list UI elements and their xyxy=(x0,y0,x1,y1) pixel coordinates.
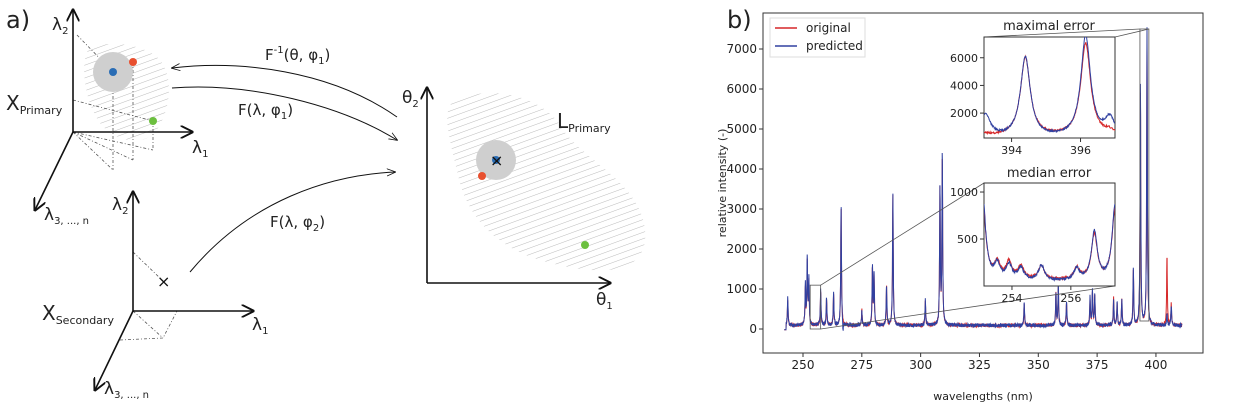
lambda3n-axis xyxy=(95,310,134,390)
plot-frame xyxy=(983,36,1116,139)
forward-mapping-label-primary: F(λ, φ1) xyxy=(238,101,293,122)
legend: original predicted xyxy=(769,17,866,58)
y-tick-label: 6000 xyxy=(950,52,978,65)
y-tick-label: 1000 xyxy=(726,282,757,296)
forward-mapping-arrow-secondary xyxy=(189,172,395,273)
panel-a: a) λ2 λ1 λ3, ..., n XPrimary × xyxy=(6,6,646,401)
x-tick-label: 254 xyxy=(1001,292,1022,305)
x-tick-label: 350 xyxy=(1027,358,1050,372)
y-tick-label: 5000 xyxy=(726,122,757,136)
secondary-point-marker: × xyxy=(157,272,170,291)
zoom-connector xyxy=(983,28,1140,38)
panel-b: b) 250 275 300 325 350 375 4000100020003000400… xyxy=(716,6,1204,403)
y-tick-label: 4000 xyxy=(726,162,757,176)
axis-label: λ2 xyxy=(52,15,68,37)
y-tick-label: 500 xyxy=(957,233,978,246)
series-line-predicted xyxy=(784,27,1183,331)
axis-label: θ2 xyxy=(402,88,419,110)
y-axis-label: relative intensity (-) xyxy=(716,129,729,238)
space-name: LPrimary xyxy=(557,109,611,135)
space-name: XSecondary xyxy=(42,301,114,327)
axis-label: λ1 xyxy=(252,315,268,337)
x-tick-label: 400 xyxy=(1144,358,1167,372)
axis-label: λ3, ..., n xyxy=(104,379,149,401)
axis-label: λ1 xyxy=(192,138,208,160)
x-tick-label: 300 xyxy=(909,358,932,372)
y-tick-label: 4000 xyxy=(950,79,978,92)
green-point xyxy=(149,117,157,125)
axis-label: λ3, ..., n xyxy=(44,205,89,227)
y-tick-label: 2000 xyxy=(950,107,978,120)
forward-mapping-arrow-primary xyxy=(171,86,397,140)
mapping-arrows: F-1(θ, φ1) F(λ, φ1) F(λ, φ2) xyxy=(171,45,398,273)
y-tick-label: 6000 xyxy=(726,82,757,96)
y-tick-label: 3000 xyxy=(726,202,757,216)
blue-point xyxy=(109,68,117,76)
plot-frame xyxy=(762,12,1204,354)
x-tick-label: 256 xyxy=(1060,292,1081,305)
latent-space: × θ2 θ1 LPrimary xyxy=(402,88,646,312)
legend-label-original: original xyxy=(806,21,851,35)
x-tick-label: 396 xyxy=(1070,144,1091,157)
y-tick-label: 7000 xyxy=(726,42,757,56)
y-tick-label: 1000 xyxy=(950,186,978,199)
forward-mapping-label-secondary: F(λ, φ2) xyxy=(270,213,325,234)
x-tick-label: 275 xyxy=(850,358,873,372)
inverse-mapping-label: F-1(θ, φ1) xyxy=(265,45,330,67)
x-axis-label: wavelengths (nm) xyxy=(933,390,1033,403)
series-line-predicted xyxy=(984,37,1115,133)
zoom-connector xyxy=(820,285,1116,330)
red-point xyxy=(478,172,486,180)
panel-b-label: b) xyxy=(727,6,752,34)
y-tick-label: 0 xyxy=(749,322,757,336)
blue-point xyxy=(492,156,500,164)
inset-maximal-error: 394 396 2000 4000 6000 xyxy=(950,36,1116,157)
secondary-projection-marker: × xyxy=(490,151,503,170)
green-point xyxy=(581,241,589,249)
zoom-region-maximal xyxy=(1139,28,1150,322)
space-name: XPrimary xyxy=(6,91,63,117)
zoom-connector xyxy=(820,182,985,286)
legend-label-predicted: predicted xyxy=(806,39,863,53)
series-line-predicted xyxy=(984,203,1115,283)
x-tick-label: 375 xyxy=(1086,358,1109,372)
latent-region xyxy=(447,93,646,271)
x-tick-label: 325 xyxy=(968,358,991,372)
axis-label: θ1 xyxy=(596,290,613,312)
inset-title-median: median error xyxy=(1007,166,1092,181)
lambda3n-axis xyxy=(35,131,74,210)
inset-median-error: 254 256 500 1000 xyxy=(950,182,1116,305)
spectrum-plot: 250 275 300 325 350 375 4000100020003000400050… xyxy=(726,12,1204,372)
red-point xyxy=(129,58,137,66)
inset-title-maximal: maximal error xyxy=(1003,19,1095,34)
y-tick-label: 2000 xyxy=(726,242,757,256)
inverse-mapping-arrow xyxy=(172,66,398,118)
projection-lines xyxy=(72,34,154,171)
projection-lines xyxy=(119,251,178,341)
panel-a-label: a) xyxy=(6,6,30,34)
primary-space: λ2 λ1 λ3, ..., n XPrimary xyxy=(6,10,208,227)
zoom-region-median xyxy=(809,284,822,330)
x-tick-label: 394 xyxy=(1001,144,1022,157)
secondary-space: × λ2 λ1 λ3, ..., n XSecondary xyxy=(42,192,268,401)
zoom-connector xyxy=(1114,28,1149,38)
legend-box xyxy=(769,17,866,58)
axis-label: λ2 xyxy=(112,195,128,217)
x-tick-label: 250 xyxy=(792,358,815,372)
